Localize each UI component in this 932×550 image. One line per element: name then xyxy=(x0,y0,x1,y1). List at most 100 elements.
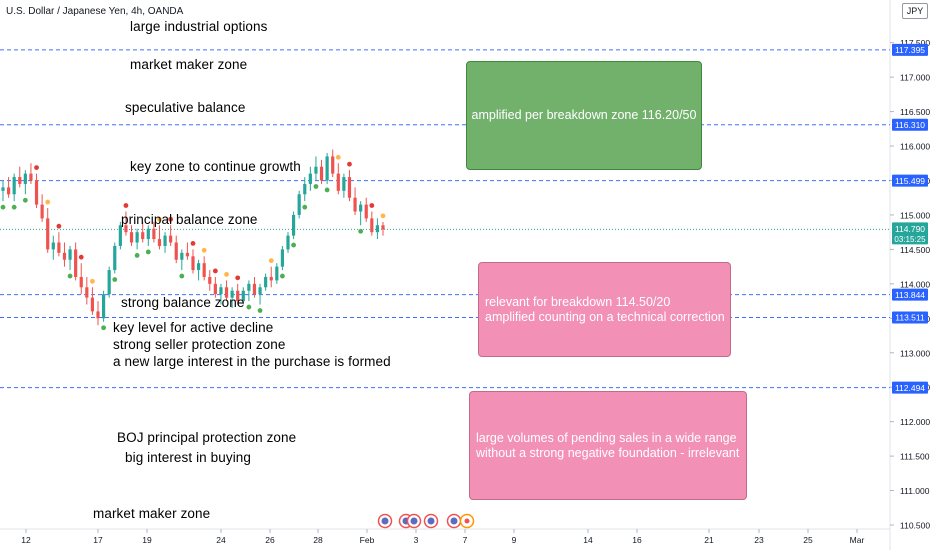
candle-body xyxy=(280,249,285,267)
candle-body xyxy=(90,297,95,312)
candle-body xyxy=(46,218,50,250)
candle-body xyxy=(364,204,368,219)
candle-body xyxy=(113,245,117,271)
candle-body xyxy=(314,166,318,174)
candle-body xyxy=(347,177,352,198)
candle-body xyxy=(57,242,61,253)
candle-body xyxy=(241,290,245,302)
x-tick-label: 3 xyxy=(414,535,419,545)
indicator-dot xyxy=(302,204,308,210)
candle-body xyxy=(174,242,178,260)
note-box-pending-sales[interactable]: large volumes of pending sales in a wide… xyxy=(469,391,747,500)
annotation-big-interest-buying: big interest in buying xyxy=(125,450,252,465)
indicator-dot xyxy=(134,253,140,258)
last-price-tag xyxy=(892,222,928,245)
candle-body xyxy=(29,173,33,181)
indicator-dot xyxy=(212,268,218,274)
candle-body xyxy=(275,266,279,281)
candle-body xyxy=(224,287,229,298)
indicator-dot xyxy=(45,199,51,205)
candle-body xyxy=(51,242,55,250)
candle-body xyxy=(12,177,16,195)
indicator-dot xyxy=(201,247,207,253)
candle-body xyxy=(135,232,139,243)
indicator-dot xyxy=(291,242,296,248)
candle-body xyxy=(247,283,251,291)
y-tick-label: 110.500 xyxy=(900,521,930,531)
us-flag-event-icon[interactable] xyxy=(446,513,462,529)
candle-body xyxy=(236,290,240,302)
y-tick-label: 117.000 xyxy=(900,73,930,83)
x-tick-label: 14 xyxy=(583,535,593,545)
candle-body xyxy=(286,235,290,250)
candle-body xyxy=(336,173,340,191)
candle-body xyxy=(79,276,83,288)
level-price-label: 117.395 xyxy=(895,45,925,55)
candle-body xyxy=(370,218,374,233)
indicator-dot xyxy=(34,165,39,171)
annotation-boj-protection: BOJ principal protection zone xyxy=(117,430,297,445)
y-tick-label: 112.000 xyxy=(900,417,930,427)
note-box-breakdown-zone[interactable]: amplified per breakdown zone 116.20/50 xyxy=(466,61,702,170)
indicator-dot xyxy=(358,228,364,234)
candle-body xyxy=(191,256,195,271)
note-box-text: large volumes of pending sales in a wide… xyxy=(476,430,737,445)
annotation-principal-balance-zone: principal balance zone xyxy=(121,212,258,227)
currency-button[interactable]: JPY xyxy=(902,3,928,19)
us-flag-event-icon[interactable] xyxy=(423,513,439,529)
level-price-tag xyxy=(892,311,928,324)
candle-body xyxy=(1,187,5,191)
y-tick-label: 111.500 xyxy=(900,452,930,462)
candle-body xyxy=(342,177,346,191)
candle-body xyxy=(23,173,27,184)
level-price-label: 112.494 xyxy=(895,383,925,393)
level-price-label: 116.310 xyxy=(895,120,925,130)
indicator-dot xyxy=(112,277,118,282)
candle-body xyxy=(141,232,145,240)
note-box-text: amplified counting on a technical correc… xyxy=(485,309,725,324)
level-price-tag xyxy=(892,381,928,394)
indicator-dot xyxy=(11,204,17,210)
x-tick-label: 23 xyxy=(754,535,764,545)
us-flag-event-icon[interactable] xyxy=(377,513,393,529)
candle-body xyxy=(264,276,268,288)
candle-body xyxy=(6,187,11,195)
y-tick-label: 114.500 xyxy=(900,245,930,255)
candle-body xyxy=(74,249,78,277)
indicator-dot xyxy=(380,213,386,219)
level-price-label: 115.499 xyxy=(895,176,925,186)
candle-body xyxy=(375,225,380,233)
x-tick-label: 28 xyxy=(313,535,323,545)
indicator-dot xyxy=(268,258,274,264)
x-tick-label: 7 xyxy=(463,535,468,545)
time-axis: 12 17 19 24 26 28 Feb 3 7 9 14 16 21 23 25 Mar xyxy=(21,529,864,545)
us-flag-event-icon[interactable] xyxy=(406,513,422,529)
candle-body xyxy=(291,214,296,236)
last-price-label: 114.790 xyxy=(895,224,925,234)
candle-body xyxy=(107,270,111,295)
candle-body xyxy=(146,228,150,240)
event-markers xyxy=(377,513,475,529)
indicator-dot xyxy=(78,254,84,260)
x-tick-label: 25 xyxy=(803,535,813,545)
candle-body xyxy=(359,204,363,212)
dividend-event-icon[interactable] xyxy=(459,513,475,529)
chart-title: U.S. Dollar / Japanese Yen, 4h, OANDA xyxy=(6,6,184,17)
indicator-dot xyxy=(347,161,352,167)
candle-body xyxy=(118,225,122,246)
annotation-strong-balance-zone: strong balance zone xyxy=(121,295,245,310)
candle-body xyxy=(325,156,329,181)
indicator-dot xyxy=(190,241,196,246)
indicator-dot xyxy=(101,325,106,331)
level-price-tag xyxy=(892,118,928,131)
candle-body xyxy=(308,173,312,184)
price-axis-labels: 117.395 116.310 115.499 113.844 113.511 112.4… xyxy=(892,43,928,394)
indicator-dot xyxy=(168,216,174,222)
note-box-technical-correction[interactable]: relevant for breakdown 114.50/20 amplifi… xyxy=(478,262,731,357)
candle-body xyxy=(18,177,22,184)
indicator-dot xyxy=(0,204,6,210)
candle-body xyxy=(129,232,134,243)
candle-body xyxy=(163,235,167,246)
indicator-dot xyxy=(123,203,129,208)
